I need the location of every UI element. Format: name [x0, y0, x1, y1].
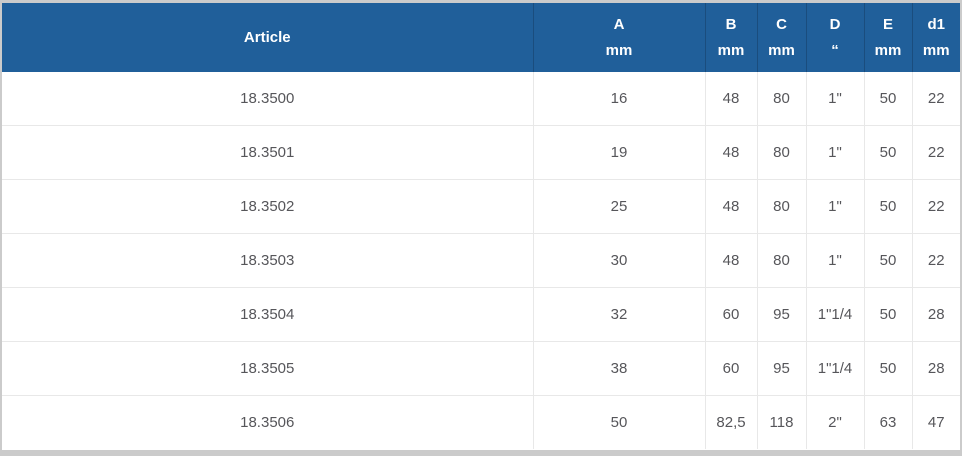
- cell-e-mm: 50: [863, 233, 912, 288]
- col-header-b: B mm: [704, 3, 757, 72]
- cell-c-mm: 95: [756, 341, 806, 396]
- cell-b-mm: 48: [704, 233, 757, 288]
- cell-d-inch: 1"1/4: [805, 287, 864, 342]
- cell-c-mm: 80: [756, 72, 806, 126]
- cell-e-mm: 50: [863, 287, 912, 342]
- table-row: 18.3502 25 48 80 1" 50 22: [2, 179, 960, 234]
- col-header-d1: d1 mm: [911, 3, 960, 72]
- col-header-d: D “: [805, 3, 864, 72]
- col-header-article-label: Article: [243, 29, 291, 46]
- cell-a-mm: 25: [532, 179, 705, 234]
- spec-table: Article A mm B mm C mm D “: [2, 3, 960, 449]
- cell-b-mm: 48: [704, 125, 757, 180]
- cell-d1-mm: 22: [911, 179, 960, 234]
- table-header: Article A mm B mm C mm D “: [2, 3, 960, 72]
- cell-d-inch: 1": [805, 125, 864, 180]
- cell-e-mm: 50: [863, 341, 912, 396]
- cell-e-mm: 63: [863, 395, 912, 449]
- table-row: 18.3505 38 60 95 1"1/4 50 28: [2, 341, 960, 396]
- cell-a-mm: 16: [532, 72, 705, 126]
- table-row: 18.3500 16 48 80 1" 50 22: [2, 72, 960, 126]
- cell-b-mm: 60: [704, 341, 757, 396]
- cell-d1-mm: 47: [911, 395, 960, 449]
- col-header-article: Article: [2, 3, 533, 72]
- col-header-a: A mm: [532, 3, 705, 72]
- cell-a-mm: 38: [532, 341, 705, 396]
- cell-article: 18.3505: [2, 341, 533, 396]
- col-header-e: E mm: [863, 3, 912, 72]
- table-body: 18.3500 16 48 80 1" 50 22 18.3501 19 48 …: [2, 72, 960, 449]
- cell-d1-mm: 28: [911, 341, 960, 396]
- cell-c-mm: 80: [756, 179, 806, 234]
- col-header-c: C mm: [756, 3, 806, 72]
- cell-c-mm: 80: [756, 125, 806, 180]
- cell-d-inch: 2": [805, 395, 864, 449]
- cell-d1-mm: 22: [911, 72, 960, 126]
- cell-d-inch: 1": [805, 233, 864, 288]
- cell-a-mm: 32: [532, 287, 705, 342]
- table-row: 18.3504 32 60 95 1"1/4 50 28: [2, 287, 960, 342]
- cell-a-mm: 19: [532, 125, 705, 180]
- cell-d1-mm: 22: [911, 233, 960, 288]
- cell-d1-mm: 28: [911, 287, 960, 342]
- cell-d1-mm: 22: [911, 125, 960, 180]
- cell-d-inch: 1"1/4: [805, 341, 864, 396]
- cell-d-inch: 1": [805, 72, 864, 126]
- cell-c-mm: 95: [756, 287, 806, 342]
- cell-b-mm: 82,5: [704, 395, 757, 449]
- cell-article: 18.3504: [2, 287, 533, 342]
- cell-article: 18.3506: [2, 395, 533, 449]
- cell-a-mm: 30: [532, 233, 705, 288]
- cell-article: 18.3502: [2, 179, 533, 234]
- cell-b-mm: 60: [704, 287, 757, 342]
- cell-e-mm: 50: [863, 179, 912, 234]
- cell-c-mm: 118: [756, 395, 806, 449]
- table-row: 18.3503 30 48 80 1" 50 22: [2, 233, 960, 288]
- table-row: 18.3506 50 82,5 118 2" 63 47: [2, 395, 960, 449]
- cell-article: 18.3500: [2, 72, 533, 126]
- cell-a-mm: 50: [532, 395, 705, 449]
- cell-article: 18.3501: [2, 125, 533, 180]
- table-row: 18.3501 19 48 80 1" 50 22: [2, 125, 960, 180]
- header-row: Article A mm B mm C mm D “: [2, 3, 960, 72]
- cell-b-mm: 48: [704, 72, 757, 126]
- cell-e-mm: 50: [863, 125, 912, 180]
- cell-e-mm: 50: [863, 72, 912, 126]
- cell-b-mm: 48: [704, 179, 757, 234]
- cell-article: 18.3503: [2, 233, 533, 288]
- cell-d-inch: 1": [805, 179, 864, 234]
- cell-c-mm: 80: [756, 233, 806, 288]
